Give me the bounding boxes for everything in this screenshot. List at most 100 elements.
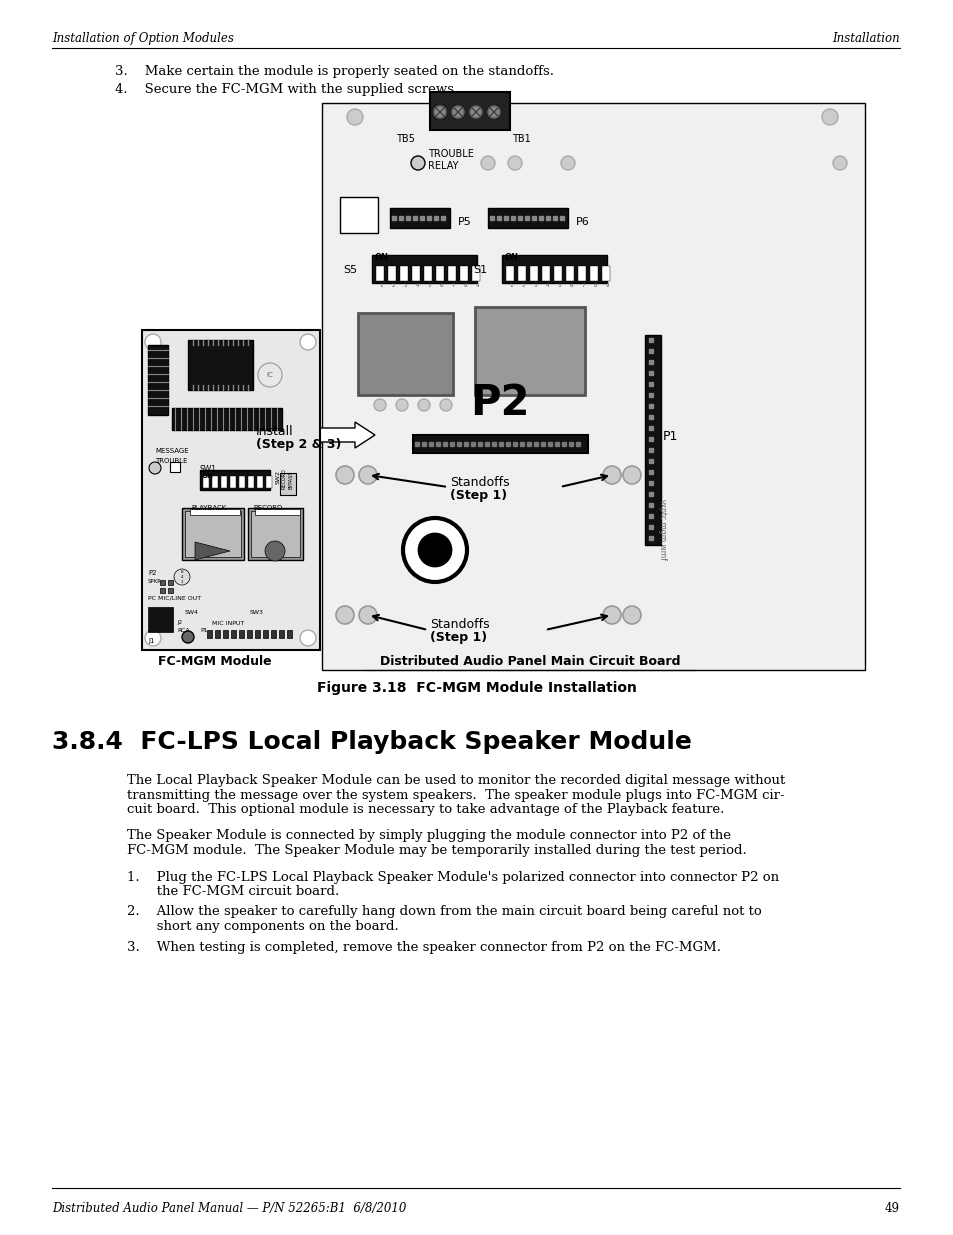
Bar (172, 408, 282, 430)
Text: RCA: RCA (177, 629, 190, 634)
Bar (505, 266, 514, 282)
Circle shape (434, 106, 446, 119)
Text: 3.    When testing is completed, remove the speaker connector from P2 on the FC-: 3. When testing is completed, remove the… (127, 941, 720, 953)
Text: Install: Install (255, 425, 294, 438)
Bar (501, 254, 606, 283)
Bar (170, 462, 180, 472)
Text: 3.8.4  FC-LPS Local Playback Speaker Module: 3.8.4 FC-LPS Local Playback Speaker Modu… (52, 730, 691, 755)
Bar (248, 508, 303, 559)
Text: J2: J2 (177, 620, 182, 625)
Bar (530, 266, 537, 282)
Bar (148, 606, 172, 632)
Text: 4: 4 (545, 283, 548, 288)
Text: PC MIC/LINE OUT: PC MIC/LINE OUT (148, 595, 201, 600)
Circle shape (347, 109, 363, 125)
Polygon shape (194, 542, 230, 559)
Text: 1: 1 (379, 283, 382, 288)
Bar (160, 588, 165, 593)
Bar (459, 266, 468, 282)
Circle shape (395, 399, 408, 411)
Text: Installation of Option Modules: Installation of Option Modules (52, 32, 233, 44)
Bar (185, 511, 241, 557)
Bar (488, 207, 567, 228)
Bar (448, 266, 456, 282)
Bar (472, 266, 479, 282)
Text: P5: P5 (457, 217, 471, 227)
Bar (221, 475, 227, 488)
Circle shape (602, 606, 620, 624)
Bar (247, 630, 252, 638)
Bar (322, 103, 864, 671)
Circle shape (335, 466, 354, 484)
Circle shape (821, 109, 837, 125)
Text: P2: P2 (148, 571, 156, 576)
Text: TROUBLE: TROUBLE (154, 458, 188, 464)
Text: (Step 1): (Step 1) (430, 631, 487, 643)
Bar (390, 207, 450, 228)
Circle shape (182, 631, 193, 643)
Text: vxptc.mgm.wmf: vxptc.mgm.wmf (657, 499, 666, 561)
Text: 3: 3 (403, 283, 406, 288)
Circle shape (265, 541, 285, 561)
Bar (254, 509, 299, 515)
Bar (239, 475, 245, 488)
Text: SW1: SW1 (200, 466, 216, 474)
Bar (230, 475, 235, 488)
Text: 4.    Secure the FC-MGM with the supplied screws.: 4. Secure the FC-MGM with the supplied s… (115, 83, 457, 96)
Text: TB1: TB1 (512, 135, 530, 144)
Text: 9: 9 (475, 283, 478, 288)
Bar (644, 335, 660, 545)
Bar (223, 630, 228, 638)
Text: IC: IC (266, 372, 274, 378)
Circle shape (832, 156, 846, 170)
Text: the FC-MGM circuit board.: the FC-MGM circuit board. (127, 885, 339, 898)
Bar (214, 630, 220, 638)
Text: 2.    Allow the speaker to carefully hang down from the main circuit board being: 2. Allow the speaker to carefully hang d… (127, 905, 760, 919)
Bar (142, 330, 319, 650)
Text: 6: 6 (438, 283, 442, 288)
Text: FC-MGM module.  The Speaker Module may be temporarily installed during the test : FC-MGM module. The Speaker Module may be… (127, 844, 746, 857)
Text: SW4: SW4 (185, 610, 199, 615)
Circle shape (560, 156, 575, 170)
Circle shape (622, 606, 640, 624)
Circle shape (480, 156, 495, 170)
Text: FC-MGM Module: FC-MGM Module (158, 655, 272, 668)
Text: 49: 49 (884, 1202, 899, 1215)
Text: 1.    Plug the FC-LPS Local Playback Speaker Module's polarized connector into c: 1. Plug the FC-LPS Local Playback Speake… (127, 871, 779, 883)
Text: TROUBLE: TROUBLE (428, 149, 474, 159)
Text: J1: J1 (148, 638, 154, 643)
Text: ON: ON (375, 253, 389, 262)
Text: S5: S5 (342, 266, 356, 275)
Bar (248, 475, 253, 488)
Text: RECORD: RECORD (253, 505, 282, 511)
Bar (554, 266, 561, 282)
Circle shape (602, 466, 620, 484)
Bar (541, 266, 550, 282)
Text: RECORD: RECORD (282, 468, 287, 489)
Text: BYPASS: BYPASS (289, 471, 294, 489)
Bar (200, 471, 270, 490)
Text: 6: 6 (569, 283, 572, 288)
Bar (266, 475, 272, 488)
Text: Figure 3.18  FC-MGM Module Installation: Figure 3.18 FC-MGM Module Installation (316, 680, 637, 695)
Circle shape (257, 363, 282, 387)
Text: 7: 7 (580, 283, 584, 288)
Bar (372, 254, 476, 283)
Bar (168, 580, 172, 585)
Circle shape (439, 399, 452, 411)
Bar (188, 340, 253, 390)
Bar (148, 345, 168, 415)
Circle shape (335, 606, 354, 624)
Text: S1: S1 (473, 266, 486, 275)
Text: 4: 4 (415, 283, 418, 288)
Text: (Step 2 & 3): (Step 2 & 3) (255, 438, 341, 451)
Circle shape (452, 106, 463, 119)
Circle shape (411, 156, 424, 170)
Bar (430, 91, 510, 130)
Circle shape (417, 399, 430, 411)
Circle shape (418, 534, 451, 566)
Text: P1: P1 (662, 430, 678, 443)
Bar (263, 630, 268, 638)
Circle shape (470, 106, 481, 119)
Circle shape (622, 466, 640, 484)
